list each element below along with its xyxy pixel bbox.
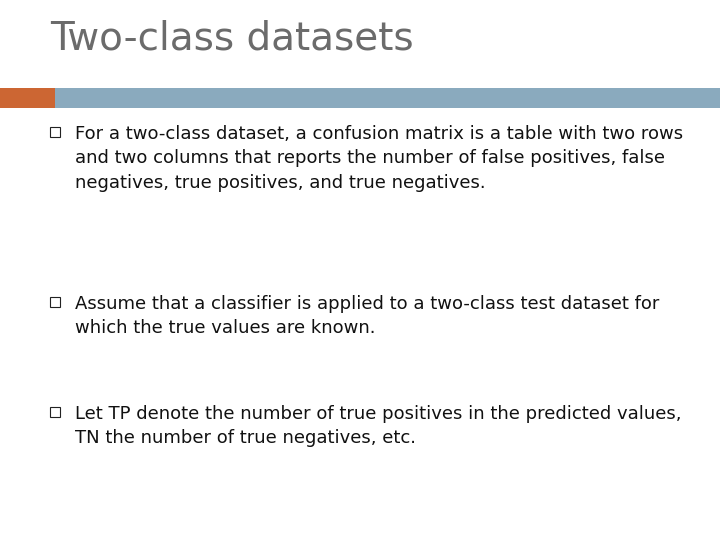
Text: Let TP denote the number of true positives in the predicted values,
TN the numbe: Let TP denote the number of true positiv… (75, 405, 682, 447)
Bar (0, 88, 55, 108)
Bar (55, 88, 720, 108)
Text: Two-class datasets: Two-class datasets (50, 20, 413, 58)
Bar (50, 297, 60, 307)
Bar (50, 127, 60, 137)
Text: For a two-class dataset, a confusion matrix is a table with two rows
and two col: For a two-class dataset, a confusion mat… (75, 125, 683, 192)
Text: Assume that a classifier is applied to a two-class test dataset for
which the tr: Assume that a classifier is applied to a… (75, 295, 660, 338)
Bar (50, 407, 60, 417)
